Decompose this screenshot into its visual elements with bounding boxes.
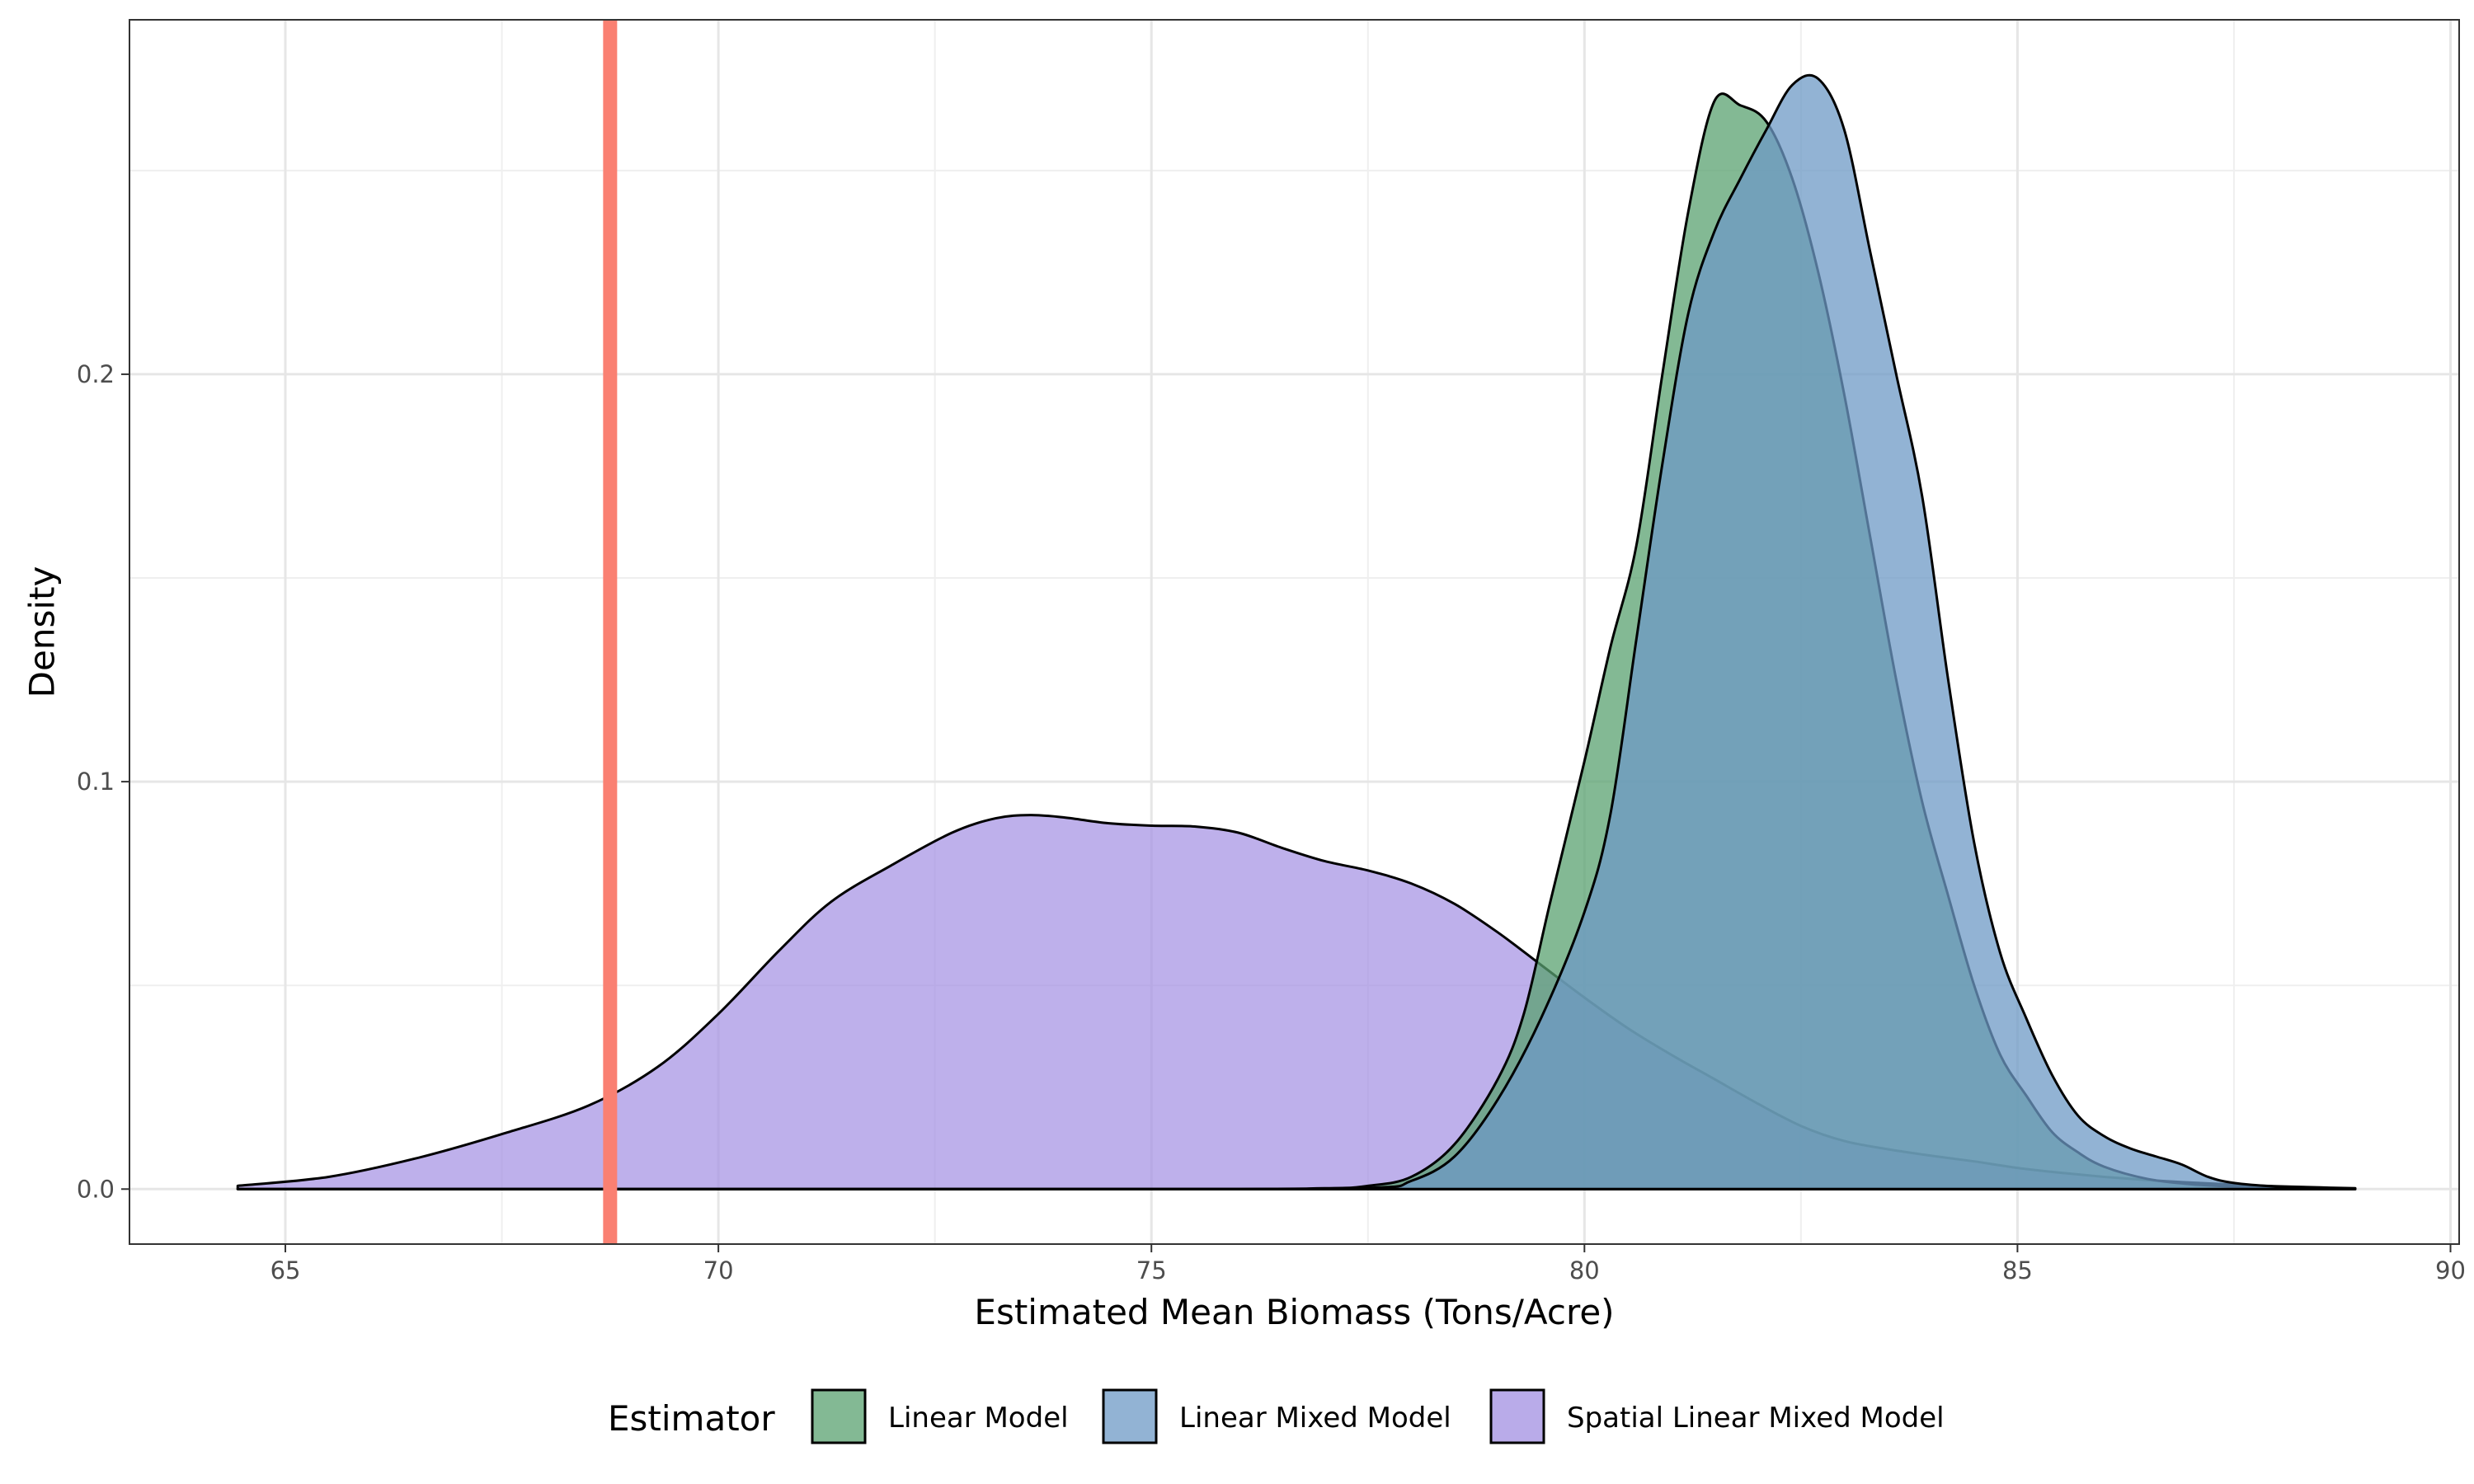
legend-title: Estimator	[608, 1398, 775, 1439]
legend-entry-linear-model: Linear Model	[811, 1388, 1069, 1444]
y-tick-label: 0.0	[77, 1175, 115, 1203]
legend-entry-linear-mixed-model: Linear Mixed Model	[1102, 1388, 1451, 1444]
density-area-linear-mixed-model	[236, 73, 2357, 1190]
x-tick-label: 65	[270, 1256, 301, 1284]
legend-key-spatial-linear-mixed-model	[1489, 1388, 1545, 1444]
x-tick-label: 70	[703, 1256, 734, 1284]
legend-entry-spatial-linear-mixed-model: Spatial Linear Mixed Model	[1489, 1388, 1945, 1444]
x-axis-title: Estimated Mean Biomass (Tons/Acre)	[974, 1292, 1614, 1332]
legend-label-linear-mixed-model: Linear Mixed Model	[1179, 1402, 1451, 1435]
x-tick-label: 75	[1136, 1256, 1167, 1284]
x-tick-label: 80	[1569, 1256, 1600, 1284]
panel-border	[129, 19, 2460, 1245]
x-axis: 65 70 75 80 85 90	[270, 1244, 2466, 1284]
legend-label-linear-model: Linear Model	[888, 1402, 1069, 1435]
legend-key-linear-model	[811, 1388, 867, 1444]
legend-entries: Linear Model Linear Mixed Model Spatial Li…	[811, 1388, 1945, 1444]
x-tick-label: 85	[2002, 1256, 2033, 1284]
plot-panel	[129, 19, 2460, 1245]
legend: Estimator Linear Model Linear Mixed Model…	[608, 1388, 1945, 1444]
x-tick-label: 90	[2435, 1256, 2466, 1284]
y-axis-title: Density	[22, 566, 63, 698]
y-axis: 0.0 0.1 0.2	[77, 360, 129, 1203]
density-areas	[236, 73, 2357, 1190]
y-tick-label: 0.1	[77, 768, 115, 796]
y-tick-label: 0.2	[77, 360, 115, 388]
legend-label-spatial-linear-mixed-model: Spatial Linear Mixed Model	[1567, 1402, 1945, 1435]
legend-key-linear-mixed-model	[1102, 1388, 1158, 1444]
